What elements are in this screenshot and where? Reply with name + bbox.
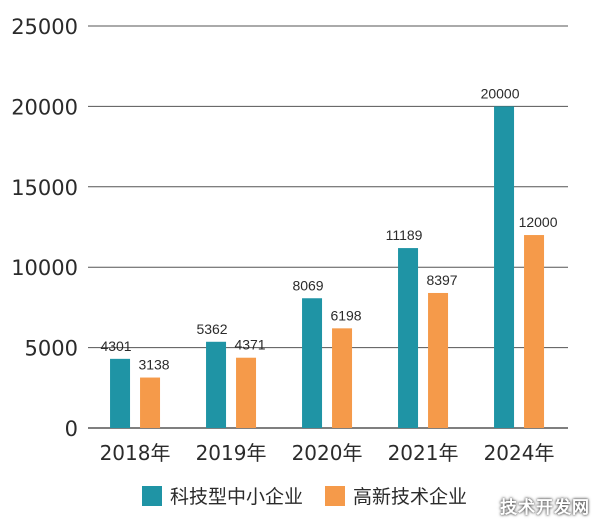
legend-label-hightech: 高新技术企业 bbox=[353, 486, 468, 508]
data-label-sme-3: 11189 bbox=[386, 227, 423, 243]
bar-hightech-3 bbox=[428, 292, 449, 428]
bar-hightech-1 bbox=[236, 357, 257, 428]
bar-hightech-2 bbox=[332, 328, 353, 428]
data-label-hightech-0: 3138 bbox=[138, 357, 169, 373]
x-tick-label-2: 2020年 bbox=[292, 441, 363, 465]
x-tick-label-3: 2021年 bbox=[388, 441, 459, 465]
x-tick-label-4: 2024年 bbox=[484, 441, 555, 465]
bar-sme-2 bbox=[302, 298, 323, 428]
y-tick-label-25000: 25000 bbox=[11, 15, 78, 39]
bar-sme-4 bbox=[494, 106, 515, 429]
data-label-hightech-4: 12000 bbox=[519, 214, 558, 230]
legend-label-sme: 科技型中小企业 bbox=[170, 486, 304, 508]
legend-item-sme: 科技型中小企业 bbox=[142, 482, 303, 509]
data-label-sme-0: 4301 bbox=[100, 338, 131, 354]
data-label-sme-2: 8069 bbox=[292, 277, 323, 293]
y-tick-label-0: 0 bbox=[65, 417, 78, 441]
legend-swatch-sme bbox=[142, 485, 162, 506]
bar-sme-1 bbox=[206, 341, 227, 428]
data-label-hightech-2: 6198 bbox=[330, 307, 361, 323]
x-tick-label-0: 2018年 bbox=[100, 441, 171, 465]
legend: 科技型中小企业 高新技术企业 bbox=[142, 482, 489, 509]
y-tick-label-10000: 10000 bbox=[11, 256, 78, 280]
legend-item-hightech: 高新技术企业 bbox=[325, 482, 467, 509]
y-tick-label-5000: 5000 bbox=[25, 337, 78, 361]
legend-swatch-hightech bbox=[325, 485, 346, 506]
data-label-sme-4: 20000 bbox=[481, 85, 520, 101]
watermark: 技术开发网 bbox=[500, 498, 590, 518]
bar-hightech-4 bbox=[524, 235, 545, 428]
bar-chart: 0 5000 10000 15000 20000 25000 4301 3138 2018年 53… bbox=[11, 15, 568, 465]
y-tick-label-20000: 20000 bbox=[11, 95, 78, 119]
x-tick-label-1: 2019年 bbox=[196, 441, 267, 465]
bar-sme-3 bbox=[398, 248, 419, 428]
data-label-sme-1: 5362 bbox=[196, 321, 227, 337]
bar-hightech-0 bbox=[140, 377, 161, 428]
data-label-hightech-3: 8397 bbox=[426, 272, 457, 288]
data-label-hightech-1: 4371 bbox=[234, 337, 265, 353]
y-tick-label-15000: 15000 bbox=[11, 176, 78, 200]
bar-sme-0 bbox=[110, 358, 131, 428]
